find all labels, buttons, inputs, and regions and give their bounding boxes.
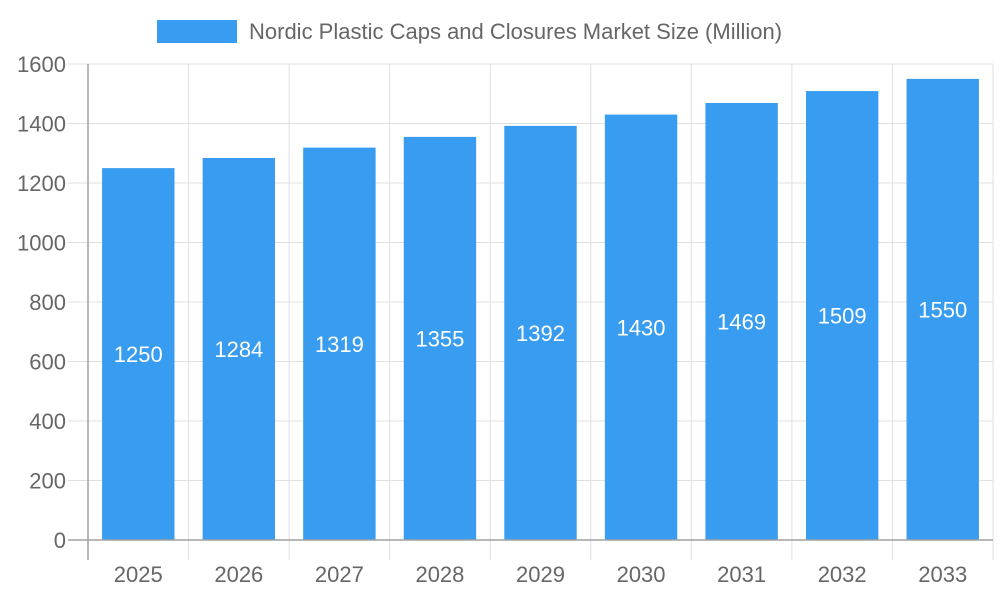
bar-value-label: 1319: [315, 332, 364, 357]
y-tick-label: 1400: [17, 112, 66, 137]
bar-2032[interactable]: [805, 91, 879, 540]
axes: [68, 64, 993, 560]
bar-value-label: 1430: [617, 315, 666, 340]
bar-value-label: 1469: [717, 309, 766, 334]
y-tick-label: 1600: [17, 52, 66, 77]
x-axis-tick-labels: 2025 2026 2027 2028 2029 2030 2031 2032 2033: [114, 562, 967, 587]
bar-2027[interactable]: [303, 147, 376, 540]
bars: [102, 78, 979, 540]
x-tick-label: 2030: [617, 562, 666, 587]
y-tick-label: 0: [54, 528, 66, 553]
y-tick-label: 400: [29, 409, 66, 434]
y-tick-label: 1000: [17, 231, 66, 256]
bar-value-label: 1355: [415, 326, 464, 351]
x-tick-label: 2026: [214, 562, 263, 587]
y-tick-label: 1200: [17, 171, 66, 196]
bar-value-label: 1250: [114, 342, 163, 367]
x-tick-label: 2033: [918, 562, 967, 587]
legend[interactable]: Nordic Plastic Caps and Closures Market …: [157, 19, 782, 44]
bar-2030[interactable]: [604, 114, 678, 540]
legend-label: Nordic Plastic Caps and Closures Market …: [249, 19, 782, 44]
y-tick-label: 800: [29, 290, 66, 315]
bar-2028[interactable]: [403, 136, 477, 540]
x-tick-label: 2028: [415, 562, 464, 587]
bar-value-labels: 1250 1284 1319 1355 1392 1430 1469 1509 1550: [114, 297, 967, 367]
y-axis-tick-labels: 0 200 400 600 800 1000 1200 1400 1600: [17, 52, 66, 553]
bar-value-label: 1284: [214, 337, 263, 362]
bar-2031[interactable]: [705, 102, 778, 540]
bar-2025[interactable]: [102, 168, 175, 540]
bar-value-label: 1392: [516, 321, 565, 346]
x-tick-label: 2031: [717, 562, 766, 587]
bar-2029[interactable]: [504, 125, 577, 540]
x-tick-label: 2027: [315, 562, 364, 587]
x-tick-label: 2025: [114, 562, 163, 587]
bar-2033[interactable]: [906, 78, 979, 540]
bar-value-label: 1550: [918, 297, 967, 322]
bar-2026[interactable]: [202, 158, 276, 540]
bar-value-label: 1509: [818, 304, 867, 329]
x-tick-label: 2029: [516, 562, 565, 587]
y-tick-label: 200: [29, 469, 66, 494]
legend-swatch: [157, 20, 237, 43]
y-tick-label: 600: [29, 350, 66, 375]
x-tick-label: 2032: [818, 562, 867, 587]
